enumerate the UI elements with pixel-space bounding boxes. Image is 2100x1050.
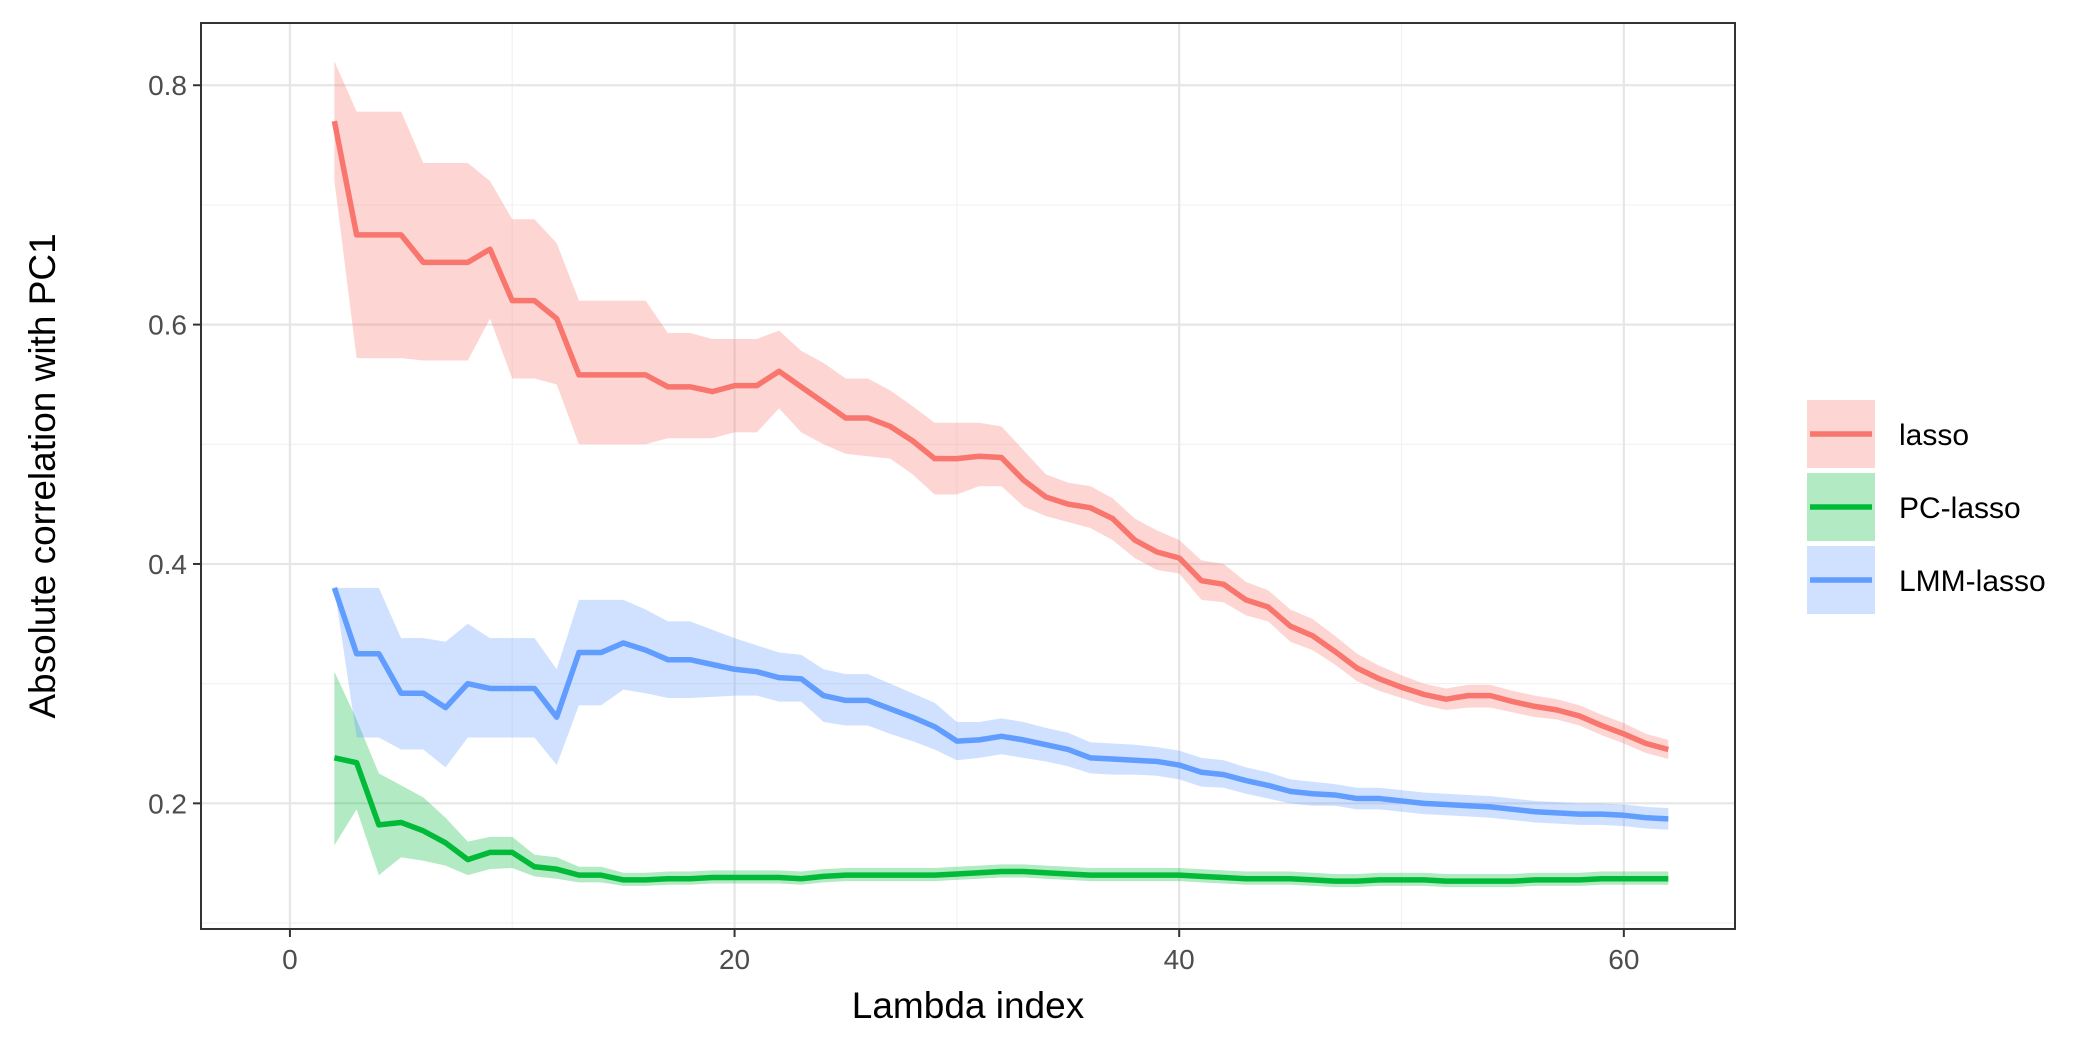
- grid: [201, 23, 1735, 929]
- x-tick-label: 40: [1164, 944, 1195, 975]
- series-line-pc-lasso: [333, 755, 1669, 884]
- legend-item-lmm-lasso: LMM-lasso: [1807, 546, 2046, 614]
- legend-item-lasso: lasso: [1807, 400, 1969, 468]
- y-axis-title: Absolute correlation with PC1: [22, 233, 63, 718]
- x-tick-label: 20: [719, 944, 750, 975]
- x-tick-label: 60: [1608, 944, 1639, 975]
- legend-label: LMM-lasso: [1899, 565, 2046, 598]
- y-tick-label: 0.4: [148, 549, 187, 580]
- confidence-bands: [334, 61, 1669, 888]
- y-tick-label: 0.8: [148, 70, 187, 101]
- panel-border: [200, 22, 1736, 930]
- legend-item-pc-lasso: PC-lasso: [1807, 473, 2021, 541]
- series-line-lasso: [331, 120, 1670, 753]
- legend-label: PC-lasso: [1899, 492, 2021, 525]
- axes: 0 20 40 60 0.2 0.4 0.6 0.8: [148, 70, 1639, 975]
- y-tick-label: 0.6: [148, 310, 187, 341]
- x-tick-label: 0: [282, 944, 298, 975]
- x-axis-title: Lambda index: [852, 985, 1085, 1026]
- band-lmm-lasso: [334, 587, 1669, 830]
- y-tick-label: 0.2: [148, 788, 187, 819]
- legend: lasso PC-lasso LMM-lasso: [1807, 400, 2046, 614]
- legend-label: lasso: [1899, 419, 1969, 452]
- series-line-lmm-lasso: [331, 587, 1669, 822]
- series-lines: [331, 120, 1670, 884]
- band-lasso: [334, 61, 1669, 760]
- band-pc-lasso: [334, 671, 1669, 888]
